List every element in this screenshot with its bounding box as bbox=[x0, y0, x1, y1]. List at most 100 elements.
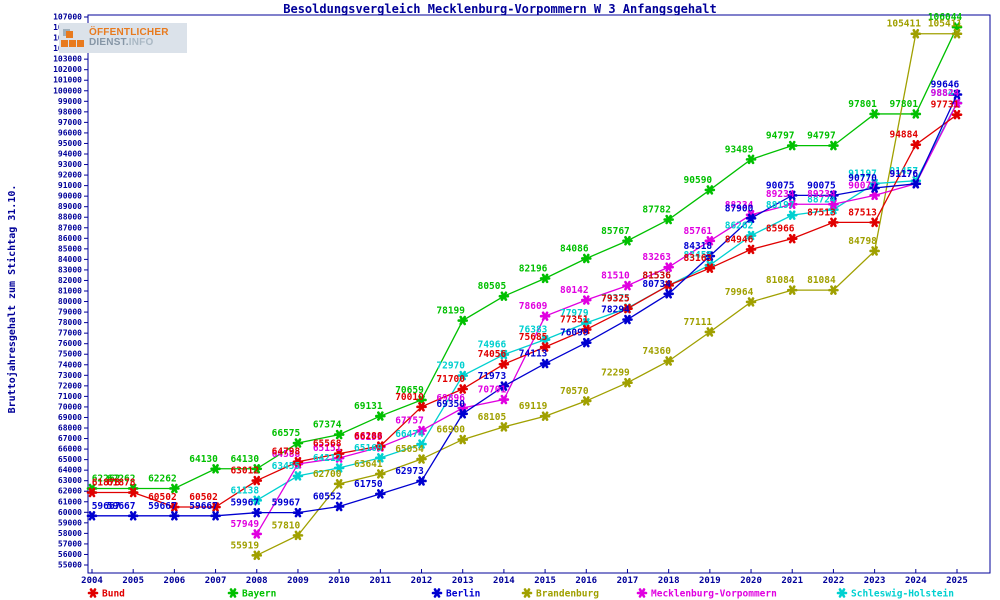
data-point-label: 87513 bbox=[807, 207, 836, 218]
data-point-label: 80142 bbox=[560, 285, 589, 296]
data-point-label: 81084 bbox=[807, 275, 836, 286]
data-point-star-icon bbox=[706, 185, 714, 195]
data-point-star-icon bbox=[541, 334, 549, 345]
data-point-star-icon bbox=[541, 342, 549, 352]
data-point-label: 62973 bbox=[395, 466, 424, 477]
data-point-label: 82196 bbox=[519, 263, 548, 274]
data-point-star-icon bbox=[129, 511, 137, 521]
data-point-star-icon bbox=[253, 475, 261, 486]
data-point-label: 80505 bbox=[478, 281, 507, 292]
legend-label: Schleswig-Holstein bbox=[851, 589, 954, 600]
data-point-star-icon bbox=[212, 464, 219, 474]
data-point-star-icon bbox=[377, 441, 384, 451]
data-point-label: 64212 bbox=[313, 453, 342, 464]
y-tick-label: 85000 bbox=[58, 244, 82, 253]
data-point-label: 106044 bbox=[928, 12, 963, 23]
data-point-label: 59667 bbox=[92, 501, 121, 512]
data-point-star-icon bbox=[624, 377, 631, 388]
data-point-star-icon bbox=[459, 384, 467, 394]
data-point-star-icon bbox=[459, 370, 467, 381]
data-point-star-icon bbox=[253, 507, 261, 518]
y-tick-label: 99000 bbox=[58, 97, 82, 106]
series-line bbox=[92, 114, 958, 508]
data-point-label: 69119 bbox=[519, 401, 548, 412]
data-point-label: 68105 bbox=[478, 412, 507, 423]
logo-squares-icon bbox=[61, 28, 86, 48]
data-point-star-icon bbox=[212, 502, 219, 512]
data-point-label: 99646 bbox=[931, 79, 960, 90]
data-point-star-icon bbox=[377, 411, 384, 421]
x-tick-label: 2009 bbox=[287, 576, 309, 586]
y-tick-label: 69000 bbox=[58, 413, 82, 422]
data-point-label: 61878 bbox=[107, 478, 136, 489]
data-point-label: 97731 bbox=[931, 100, 960, 111]
data-point-star-icon bbox=[500, 394, 508, 405]
data-point-label: 89234 bbox=[766, 189, 795, 200]
data-point-label: 85761 bbox=[684, 226, 713, 237]
data-point-label: 84946 bbox=[725, 234, 754, 245]
y-tick-label: 95000 bbox=[58, 139, 82, 148]
data-point-label: 91197 bbox=[848, 169, 877, 180]
y-tick-label: 74000 bbox=[58, 360, 82, 369]
data-point-star-icon bbox=[665, 262, 672, 272]
x-tick-label: 2004 bbox=[81, 576, 103, 586]
data-point-star-icon bbox=[665, 214, 672, 225]
data-point-star-icon bbox=[912, 109, 920, 119]
data-point-star-icon bbox=[953, 28, 961, 39]
y-tick-label: 75000 bbox=[58, 350, 82, 359]
data-point-label: 57810 bbox=[272, 520, 301, 531]
x-tick-label: 2017 bbox=[617, 576, 639, 586]
data-point-label: 74113 bbox=[519, 349, 548, 360]
data-point-label: 59667 bbox=[107, 501, 136, 512]
legend-label: Berlin bbox=[446, 589, 480, 600]
data-point-star-icon bbox=[788, 233, 796, 244]
data-point-label: 70659 bbox=[395, 385, 424, 396]
y-tick-label: 83000 bbox=[58, 265, 82, 274]
data-point-star-icon bbox=[500, 349, 508, 360]
data-point-star-icon bbox=[747, 213, 755, 224]
data-point-star-icon bbox=[747, 230, 755, 241]
data-point-star-icon bbox=[253, 550, 261, 561]
data-point-label: 105411 bbox=[928, 19, 963, 30]
data-point-label: 77351 bbox=[560, 314, 589, 325]
data-point-label: 84086 bbox=[560, 243, 589, 254]
data-point-label: 83263 bbox=[642, 252, 671, 263]
x-tick-label: 2022 bbox=[823, 576, 845, 586]
data-point-star-icon bbox=[89, 588, 97, 598]
data-point-star-icon bbox=[953, 98, 961, 108]
y-tick-label: 67000 bbox=[58, 434, 82, 443]
y-tick-label: 90000 bbox=[58, 192, 82, 201]
y-axis-title: Bruttojahresgehalt zum Stichtag 31.10. bbox=[7, 184, 18, 414]
data-point-label: 62262 bbox=[107, 473, 136, 484]
data-point-star-icon bbox=[912, 178, 920, 189]
data-point-star-icon bbox=[541, 411, 549, 421]
data-point-star-icon bbox=[665, 356, 672, 366]
data-point-label: 65151 bbox=[313, 443, 342, 454]
series-bund bbox=[86, 109, 963, 512]
legend-item-berlin: Berlin bbox=[431, 588, 480, 600]
y-tick-label: 88000 bbox=[58, 213, 82, 222]
data-point-label: 64130 bbox=[230, 454, 259, 465]
series-brandenburg bbox=[251, 28, 963, 561]
data-point-star-icon bbox=[788, 210, 796, 220]
data-point-star-icon bbox=[830, 285, 837, 295]
data-point-label: 88197 bbox=[766, 200, 795, 211]
y-tick-label: 78000 bbox=[58, 318, 82, 327]
x-tick-label: 2006 bbox=[164, 576, 186, 586]
data-point-label: 91176 bbox=[889, 169, 918, 180]
data-point-label: 97801 bbox=[848, 99, 877, 110]
y-tick-label: 65000 bbox=[58, 455, 82, 464]
data-point-label: 70701 bbox=[478, 385, 507, 396]
data-point-star-icon bbox=[335, 429, 343, 440]
data-point-label: 94797 bbox=[766, 131, 795, 142]
series-line bbox=[92, 94, 958, 517]
data-point-label: 66575 bbox=[272, 428, 301, 439]
data-point-star-icon bbox=[500, 381, 508, 391]
y-tick-label: 92000 bbox=[58, 171, 82, 180]
data-point-star-icon bbox=[418, 439, 425, 449]
page-title: Besoldungsvergleich Mecklenburg-Vorpomme… bbox=[283, 2, 717, 16]
data-point-label: 78294 bbox=[601, 305, 630, 316]
data-point-label: 66288 bbox=[354, 431, 383, 442]
data-point-star-icon bbox=[665, 289, 672, 299]
data-point-label: 59667 bbox=[189, 501, 218, 512]
